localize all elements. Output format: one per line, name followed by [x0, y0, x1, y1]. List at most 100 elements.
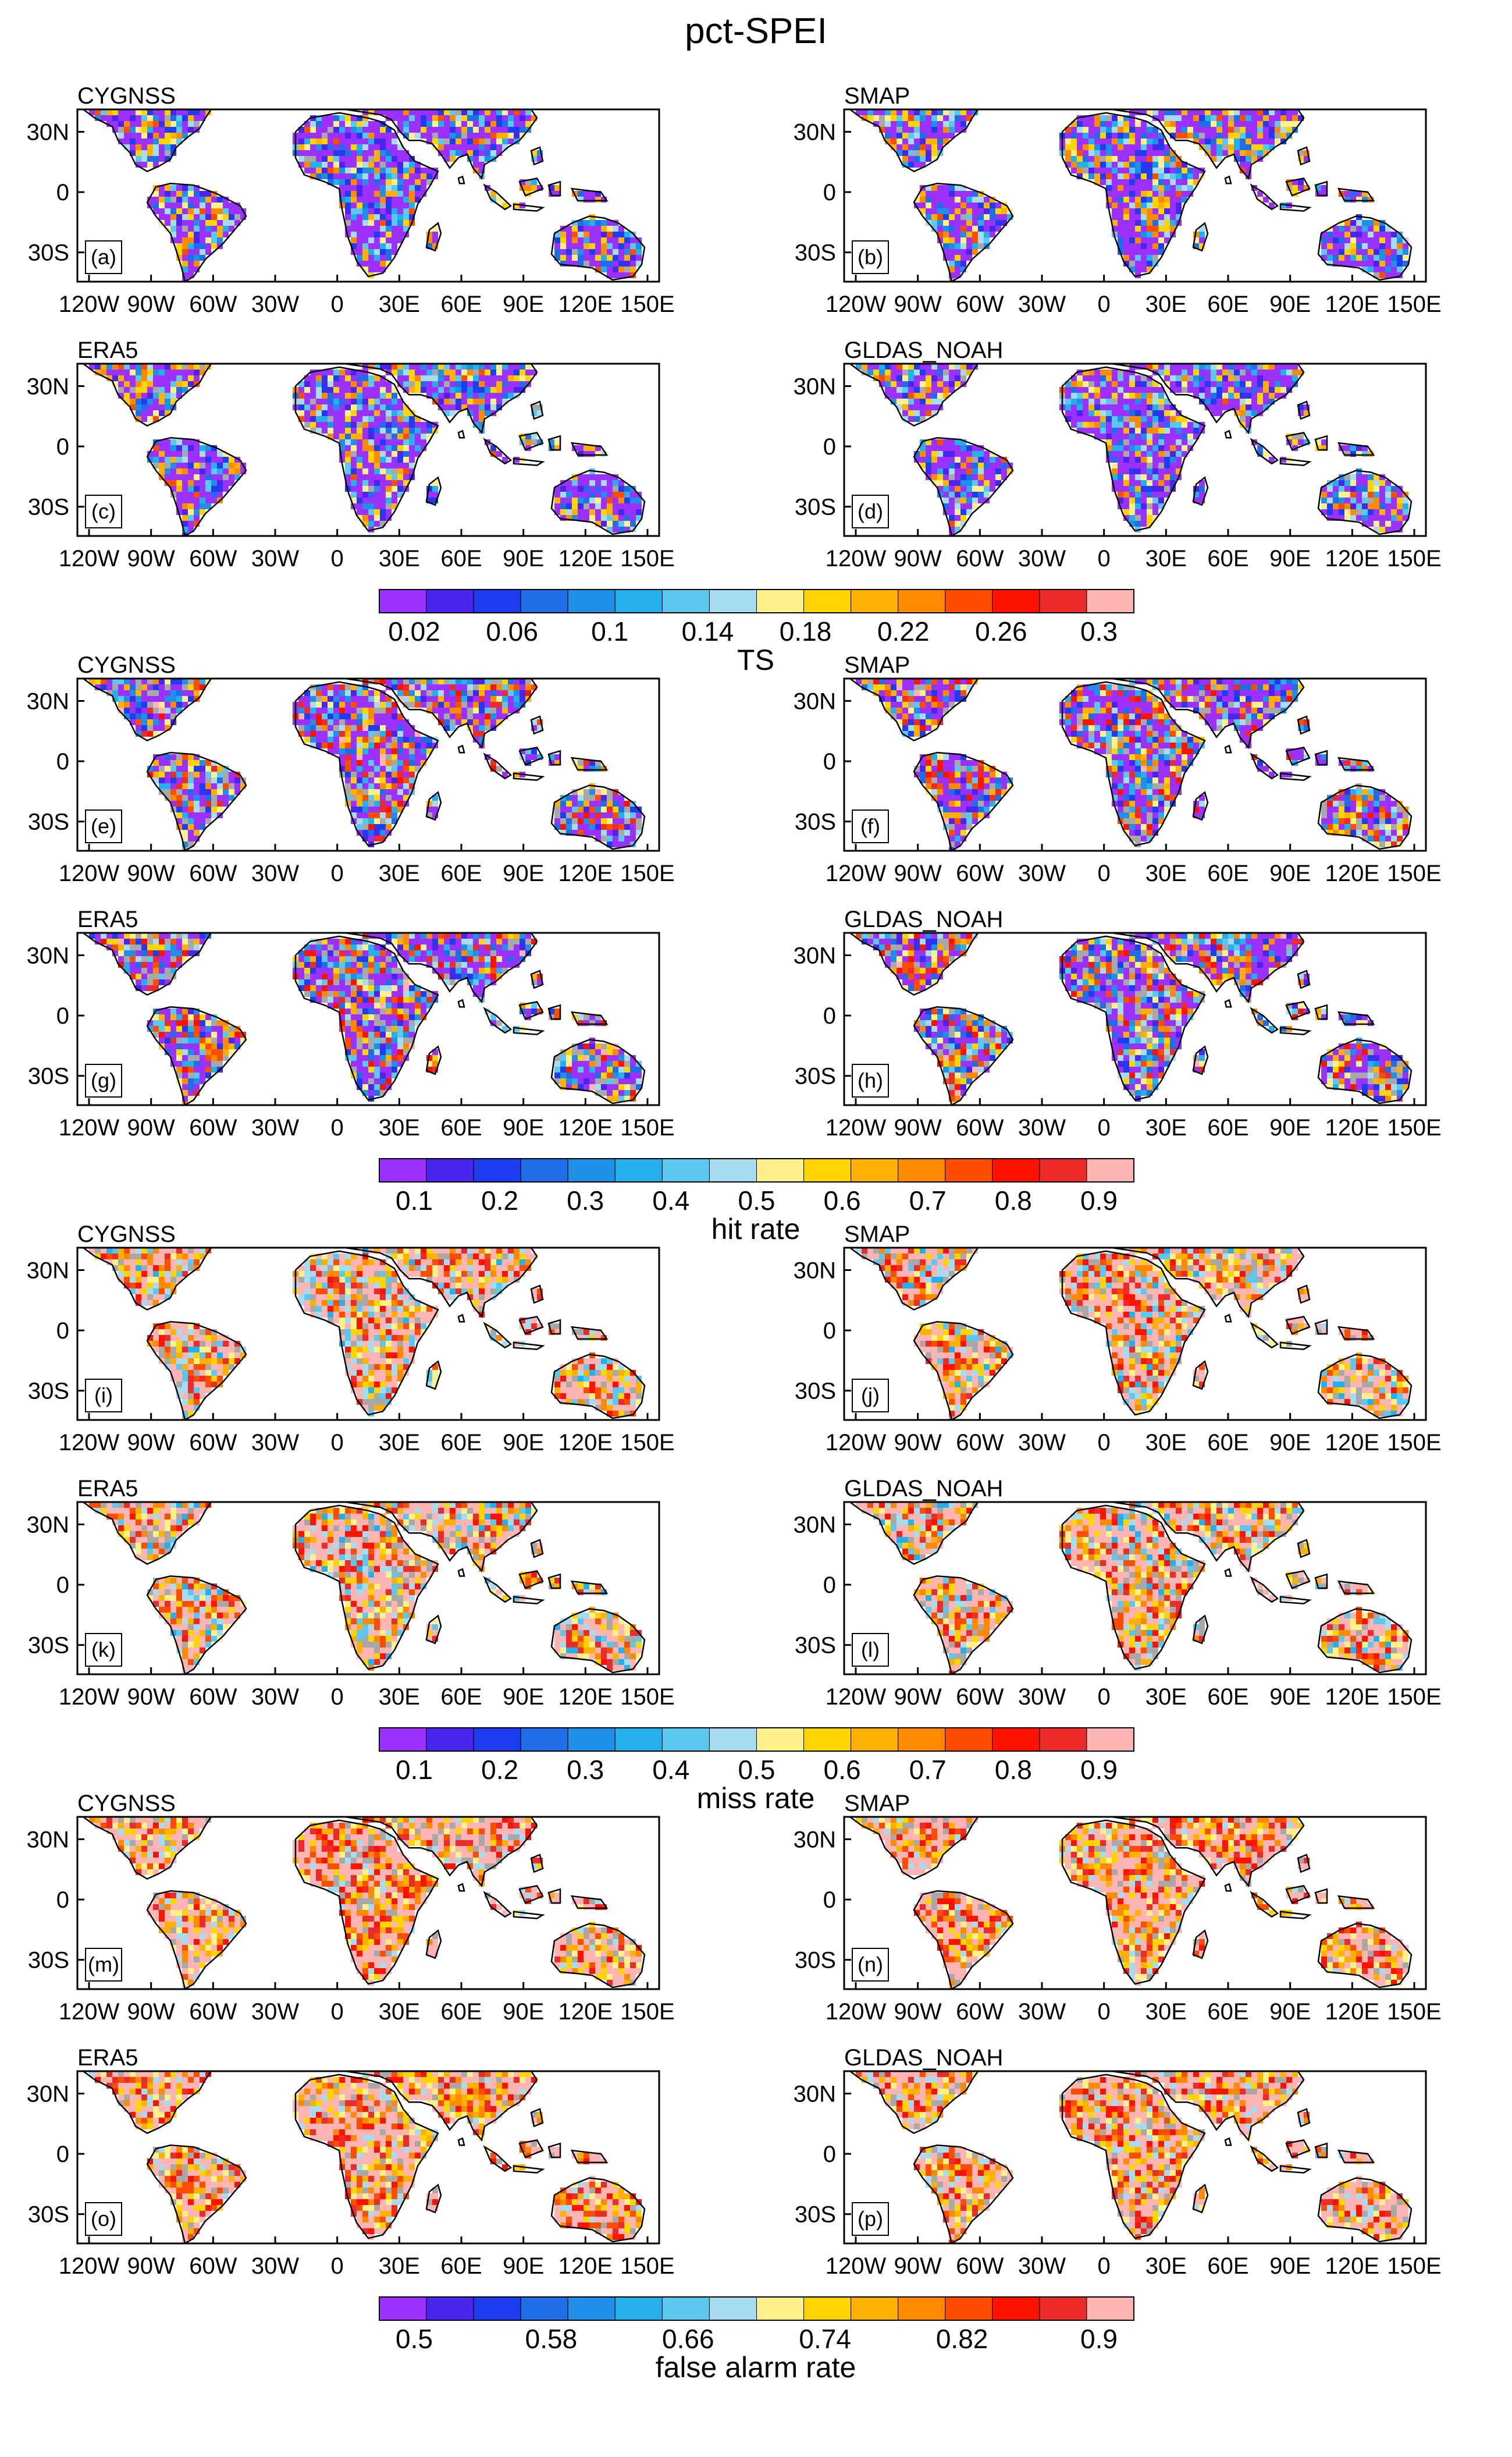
y-tick-label: 30N [27, 2081, 69, 2107]
coastline [570, 1895, 609, 1909]
coastline [81, 1248, 212, 1311]
y-tick-label: 30N [794, 119, 836, 145]
map-field [81, 933, 646, 1105]
x-tick-label: 60E [440, 1115, 482, 1141]
map-panel: ERA5 30N 0 30S 120W 90W 60W 30W 0 30E 60E 90E 120E 15… [27, 2045, 675, 2279]
colorbar-frame [379, 589, 1134, 613]
coastline [1337, 757, 1375, 771]
colorbar-swatch [614, 589, 663, 613]
coastline [547, 180, 561, 197]
y-tick-label: 30S [28, 1948, 69, 1973]
y-tick-label: 30S [28, 495, 69, 520]
x-tick-label: 60E [1207, 292, 1248, 317]
x-tick-label: 30E [379, 1115, 420, 1141]
colorbar-swatch [661, 1727, 710, 1752]
coastline [518, 177, 544, 197]
x-tick-label: 90W [894, 1999, 942, 2025]
coastline [1061, 112, 1206, 278]
x-tick-label: 120E [1325, 1684, 1379, 1710]
x-tick-label: 120E [558, 2253, 613, 2279]
coastline [1279, 457, 1312, 466]
coastline [483, 2145, 513, 2172]
coastline [81, 364, 212, 427]
y-tick-label: 0 [823, 749, 836, 775]
x-tick-label: 90E [503, 292, 544, 317]
panel-dataset-label: CYGNSS [77, 652, 176, 678]
coastline [570, 1011, 609, 1025]
x-tick-label: 150E [1387, 546, 1441, 571]
x-tick-label: 30W [251, 1684, 299, 1710]
map-panel: SMAP 30N 0 30S 120W 90W 60W 30W 0 30E 60E 90E 120E 15… [794, 83, 1442, 317]
colorbar-swatch [945, 1158, 993, 1183]
x-tick-label: 60W [189, 292, 237, 317]
coastline [1337, 1011, 1375, 1025]
coastline [550, 784, 646, 850]
x-tick-label: 0 [331, 1999, 344, 2025]
coastline [425, 476, 442, 506]
x-tick-label: 60E [440, 292, 482, 317]
colorbar-tick-label: 0.14 [682, 616, 734, 647]
colorbar-tick-label: 0.5 [738, 1185, 775, 1216]
coastline [1314, 1319, 1328, 1335]
x-tick-label: 60W [189, 861, 237, 886]
x-tick-label: 60W [956, 546, 1004, 571]
map-frame [76, 1816, 660, 1990]
panel-dataset-label: CYGNSS [77, 1222, 176, 1247]
x-tick-label: 120W [826, 1430, 887, 1455]
y-tick-label: 30N [794, 1258, 836, 1283]
x-tick-label: 60W [189, 1999, 237, 2025]
coastline [1062, 679, 1305, 750]
colorbar-swatch [473, 589, 521, 613]
map-frame [843, 932, 1427, 1106]
x-tick-label: 150E [1387, 1115, 1441, 1141]
coastline [570, 187, 609, 202]
x-tick-label: 90E [503, 1684, 544, 1710]
x-tick-label: 120W [59, 861, 120, 886]
x-tick-label: 30E [379, 1999, 420, 2025]
coastline [848, 1248, 979, 1311]
panel-dataset-label: SMAP [844, 1222, 910, 1247]
coastline [1337, 1580, 1375, 1595]
coastline [296, 1502, 538, 1573]
coastline [1062, 2071, 1305, 2142]
coastline [513, 203, 545, 212]
coastline [483, 1576, 513, 1603]
map-field [848, 2071, 1413, 2243]
coastline [1297, 1854, 1311, 1873]
coastline [518, 1000, 544, 1020]
map-frame [843, 1501, 1427, 1675]
x-tick-label: 60E [440, 861, 482, 886]
map-panel: GLDAS_NOAH 30N 0 30S 120W 90W 60W 30W 0 30E 60E 90E… [794, 907, 1442, 1141]
y-tick-label: 30N [27, 1512, 69, 1538]
x-tick-label: 30W [251, 1115, 299, 1141]
colorbar-swatch [379, 1727, 427, 1752]
coastline [550, 2177, 646, 2243]
x-tick-label: 60E [1207, 546, 1248, 571]
x-tick-label: 90W [127, 861, 175, 886]
coastline [81, 679, 212, 742]
y-tick-label: 30S [28, 809, 69, 835]
y-tick-label: 30N [794, 1512, 836, 1538]
panel-letter-box [852, 2202, 889, 2236]
x-tick-label: 60W [189, 1430, 237, 1455]
y-tick-label: 0 [56, 434, 69, 460]
coastline [457, 429, 465, 439]
coastline [483, 438, 513, 465]
x-tick-label: 90E [1269, 546, 1311, 571]
coastline [513, 2165, 545, 2174]
coastline [1224, 999, 1232, 1008]
x-tick-label: 0 [1098, 1684, 1111, 1710]
panel-letter: (p) [858, 2207, 883, 2231]
coastline [1061, 935, 1206, 1101]
x-tick-label: 90W [894, 861, 942, 886]
coastline [550, 470, 646, 535]
x-tick-label: 90E [503, 1999, 544, 2025]
panel-letter-box [85, 1379, 122, 1412]
colorbar-tick-label: 0.22 [877, 616, 930, 647]
coastline [1192, 476, 1209, 506]
coastline [848, 1502, 979, 1565]
colorbar-tick-label: 0.3 [1080, 616, 1118, 647]
x-tick-label: 30E [379, 861, 420, 886]
coastline [296, 679, 538, 750]
colorbar-swatch [803, 2296, 852, 2321]
